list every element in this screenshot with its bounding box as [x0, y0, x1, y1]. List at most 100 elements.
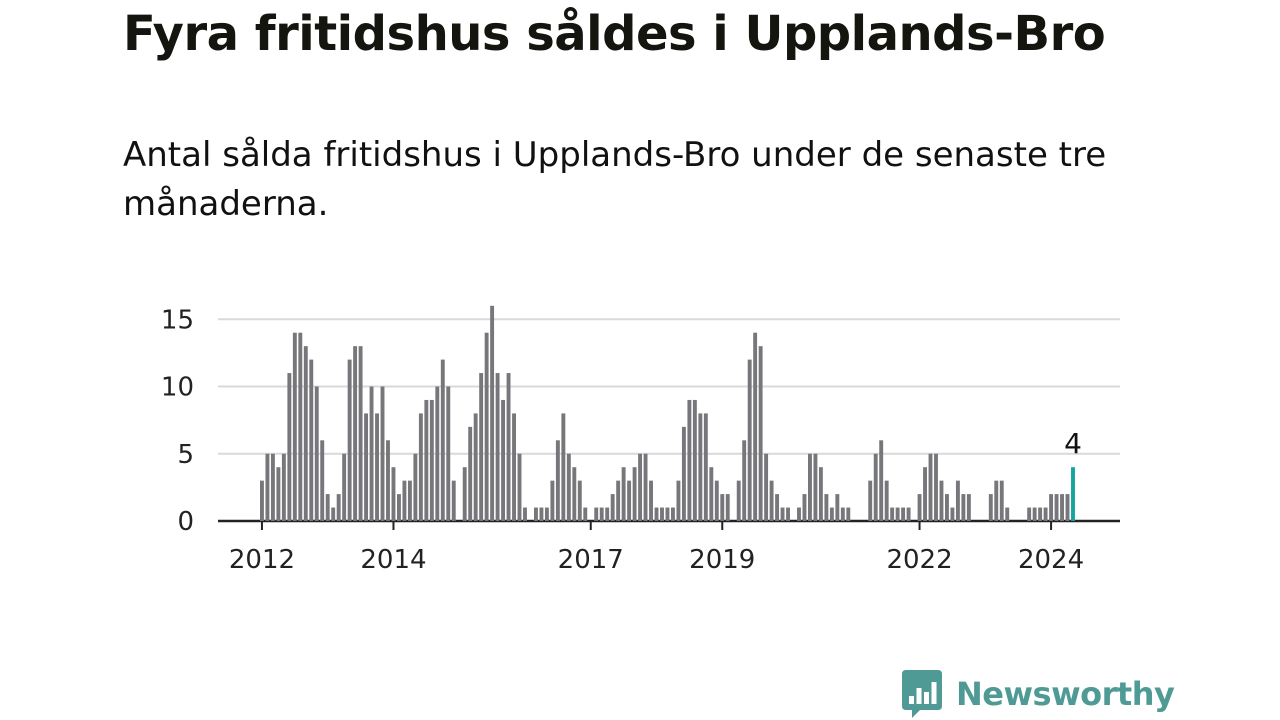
bar	[797, 507, 801, 521]
bar	[725, 494, 730, 521]
bar	[671, 507, 675, 521]
bar-chart: 0 5 10 15 2012 2014 2017 2019 2022 2024 4	[161, 305, 1120, 575]
bar	[375, 413, 379, 521]
bar	[605, 507, 610, 521]
x-tick-label: 2024	[1018, 545, 1084, 575]
bar	[1032, 507, 1037, 521]
bar	[627, 480, 632, 521]
bar	[577, 480, 582, 521]
bar	[692, 399, 697, 521]
bar	[555, 440, 560, 521]
bar	[621, 467, 626, 521]
bar	[966, 494, 971, 521]
bar	[594, 507, 599, 521]
bar	[824, 494, 829, 521]
bar	[397, 494, 401, 521]
bar	[818, 467, 823, 521]
bar	[835, 494, 840, 521]
bar	[309, 359, 314, 521]
x-tick-label: 2022	[886, 545, 952, 575]
bar	[955, 480, 960, 521]
bar	[386, 440, 390, 521]
bar	[890, 507, 895, 521]
bar	[934, 453, 938, 521]
bar	[1005, 507, 1010, 521]
bar	[780, 507, 785, 521]
bar	[495, 373, 500, 521]
bar	[424, 399, 429, 521]
bar	[643, 453, 648, 521]
bar	[703, 413, 708, 521]
bar	[539, 507, 544, 521]
brand-name: Newsworthy	[956, 675, 1175, 713]
bar	[298, 332, 303, 521]
chart-title: Fyra fritidshus såldes i Upplands-Bro	[123, 6, 1106, 62]
bar	[512, 413, 516, 521]
bar	[786, 507, 790, 521]
bar	[276, 467, 281, 521]
bar	[868, 480, 873, 521]
newsworthy-logo-icon	[902, 670, 942, 718]
bar	[638, 453, 643, 521]
bar	[320, 440, 325, 521]
bar	[775, 494, 780, 521]
bar	[462, 467, 467, 521]
x-tick-label: 2017	[558, 545, 624, 575]
bar	[829, 507, 834, 521]
bar	[939, 480, 944, 521]
bar	[665, 507, 670, 521]
y-axis-ticks: 0 5 10 15	[161, 305, 194, 537]
bar	[616, 480, 621, 521]
bar	[566, 453, 571, 521]
bar	[840, 507, 845, 521]
bar	[961, 494, 966, 521]
bar	[287, 373, 292, 521]
bar	[988, 494, 993, 521]
bar	[873, 453, 878, 521]
bar	[923, 467, 927, 521]
bar	[747, 359, 752, 521]
bar	[550, 480, 555, 521]
bar	[468, 426, 473, 521]
bar	[260, 480, 264, 521]
bar	[358, 346, 363, 521]
bar	[660, 507, 664, 521]
bar	[265, 453, 270, 521]
bar	[479, 373, 484, 521]
bar	[544, 507, 549, 521]
x-tick-label: 2014	[360, 545, 426, 575]
bar	[1049, 494, 1054, 521]
bar	[994, 480, 999, 521]
bar	[435, 386, 440, 521]
bar	[676, 480, 681, 521]
bar	[429, 399, 434, 521]
bar	[917, 494, 922, 521]
bar	[402, 480, 407, 521]
bar	[583, 507, 588, 521]
bar	[879, 440, 884, 521]
bar	[687, 399, 692, 521]
bar	[451, 480, 456, 521]
bar	[347, 359, 352, 521]
bar	[391, 467, 396, 521]
brand-logo: Newsworthy	[902, 670, 1175, 718]
bar	[895, 507, 900, 521]
x-axis-ticks: 2012 2014 2017 2019 2022 2024	[229, 521, 1084, 575]
bar	[720, 494, 725, 521]
bar	[758, 346, 763, 521]
bar	[281, 453, 286, 521]
bar	[517, 453, 522, 521]
bar	[523, 507, 527, 521]
bar	[906, 507, 911, 521]
bar	[945, 494, 949, 521]
bar	[446, 386, 451, 521]
bar	[534, 507, 538, 521]
bar	[418, 413, 423, 521]
bar	[846, 507, 851, 521]
bar	[884, 480, 889, 521]
x-tick-label: 2019	[689, 545, 755, 575]
bar	[484, 332, 489, 521]
bar	[813, 453, 818, 521]
bar	[380, 386, 385, 521]
bar	[501, 399, 506, 521]
